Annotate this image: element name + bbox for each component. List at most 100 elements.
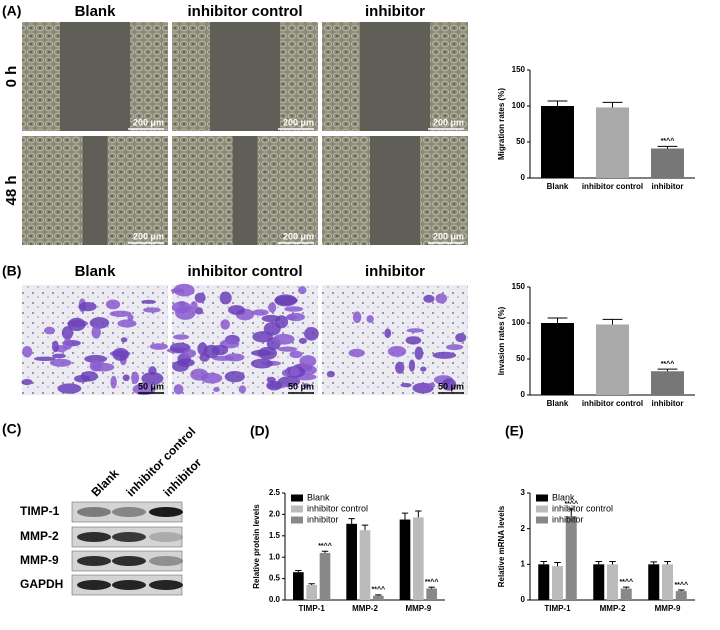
stained-cell xyxy=(238,385,247,394)
bar xyxy=(359,530,371,600)
stained-cell xyxy=(89,317,110,329)
error-bar xyxy=(554,562,561,567)
bar xyxy=(662,564,673,600)
y-axis-label: Relative mRNA levels xyxy=(497,505,506,587)
bar xyxy=(675,591,687,600)
x-tick-label: inhibitor control xyxy=(582,182,643,191)
scale-label: 50 μm xyxy=(288,381,314,391)
stained-cell xyxy=(289,366,300,377)
stained-cell xyxy=(173,283,195,297)
stained-cell xyxy=(194,292,206,304)
stained-cell xyxy=(348,348,365,358)
stained-cell xyxy=(400,382,412,388)
error-bar xyxy=(622,586,630,589)
stained-cell xyxy=(275,295,298,305)
protein-label: GAPDH xyxy=(20,577,63,591)
stained-cell xyxy=(51,340,59,353)
legend-label: Blank xyxy=(307,492,330,502)
y-tick-label: 50 xyxy=(516,137,525,146)
legend-label: inhibitor control xyxy=(307,503,368,513)
stained-cell xyxy=(120,337,128,343)
blot-band xyxy=(149,507,183,517)
annotation: **^^ xyxy=(318,542,332,550)
stained-cell xyxy=(427,382,436,389)
stained-cell xyxy=(143,307,161,313)
stained-cell xyxy=(299,355,317,368)
wound-gap xyxy=(232,136,258,245)
stained-cell xyxy=(182,349,197,358)
stained-cell xyxy=(212,355,234,361)
stained-cell xyxy=(33,356,56,361)
stained-cell xyxy=(219,291,232,305)
y-tick-label: 1 xyxy=(521,559,526,568)
x-tick-label: Blank xyxy=(547,399,569,408)
panel-label: (D) xyxy=(250,423,269,439)
stained-cell xyxy=(304,327,319,341)
stained-cell xyxy=(112,347,129,361)
y-tick-label: 2 xyxy=(521,524,526,533)
blot-band xyxy=(149,556,183,566)
blot-band xyxy=(77,507,111,517)
stained-cell xyxy=(190,301,198,310)
scale-label: 200 μm xyxy=(133,231,164,241)
error-bar xyxy=(415,510,422,518)
y-tick-label: 150 xyxy=(512,65,526,74)
error-bar xyxy=(361,524,369,531)
column-header: inhibitor control xyxy=(188,263,303,280)
legend-swatch xyxy=(536,505,548,513)
stained-cell xyxy=(272,333,295,345)
stained-cell xyxy=(352,311,362,324)
wound-gap xyxy=(360,22,430,131)
y-tick-label: 2.5 xyxy=(269,488,281,497)
stained-cell xyxy=(455,333,467,343)
wound-gap xyxy=(210,22,280,131)
blot-band xyxy=(149,532,183,542)
scale-label: 200 μm xyxy=(283,231,314,241)
y-axis-label: Migration rates (%) xyxy=(497,88,506,160)
y-tick-label: 50 xyxy=(516,354,525,363)
column-header: inhibitor xyxy=(365,3,425,20)
stained-cell xyxy=(84,354,108,363)
protein-label: TIMP-1 xyxy=(20,504,60,518)
y-tick-label: 0 xyxy=(521,390,526,399)
column-header: Blank xyxy=(75,263,117,280)
blot-band xyxy=(112,556,146,566)
scale-label: 200 μm xyxy=(283,117,314,127)
bar xyxy=(651,371,684,395)
stained-cell xyxy=(177,358,195,367)
scale-label: 200 μm xyxy=(433,231,464,241)
stained-cell xyxy=(117,319,137,328)
stained-cell xyxy=(171,301,192,314)
error-bar xyxy=(348,518,355,524)
stained-cell xyxy=(405,336,422,345)
scale-label: 50 μm xyxy=(138,381,164,391)
bar xyxy=(552,566,563,600)
bar xyxy=(306,585,317,600)
wound-gap xyxy=(370,136,420,245)
stained-cell xyxy=(284,306,304,312)
bar xyxy=(399,519,411,600)
error-bar xyxy=(602,318,623,325)
protein-label: MMP-9 xyxy=(20,553,59,567)
x-tick-label: inhibitor xyxy=(652,399,684,408)
scale-label: 200 μm xyxy=(433,117,464,127)
stained-cell xyxy=(289,350,303,359)
stained-cell xyxy=(49,358,72,367)
stained-cell xyxy=(220,319,230,330)
scale-label: 50 μm xyxy=(438,381,464,391)
column-header: inhibitor control xyxy=(188,3,303,20)
wound-gap xyxy=(60,22,130,131)
stained-cell xyxy=(228,305,245,315)
stained-cell xyxy=(141,299,157,304)
legend-label: inhibitor xyxy=(307,514,339,524)
bar xyxy=(541,323,574,395)
error-bar xyxy=(650,561,658,565)
stained-cell xyxy=(435,293,448,304)
x-tick-label: TIMP-1 xyxy=(544,604,571,613)
panel-label: (E) xyxy=(505,423,524,439)
stained-cell xyxy=(250,358,273,369)
stained-cell xyxy=(21,379,33,386)
legend-label: Blank xyxy=(552,492,575,502)
stained-cell xyxy=(43,326,56,335)
annotation: **^^ xyxy=(661,360,675,368)
